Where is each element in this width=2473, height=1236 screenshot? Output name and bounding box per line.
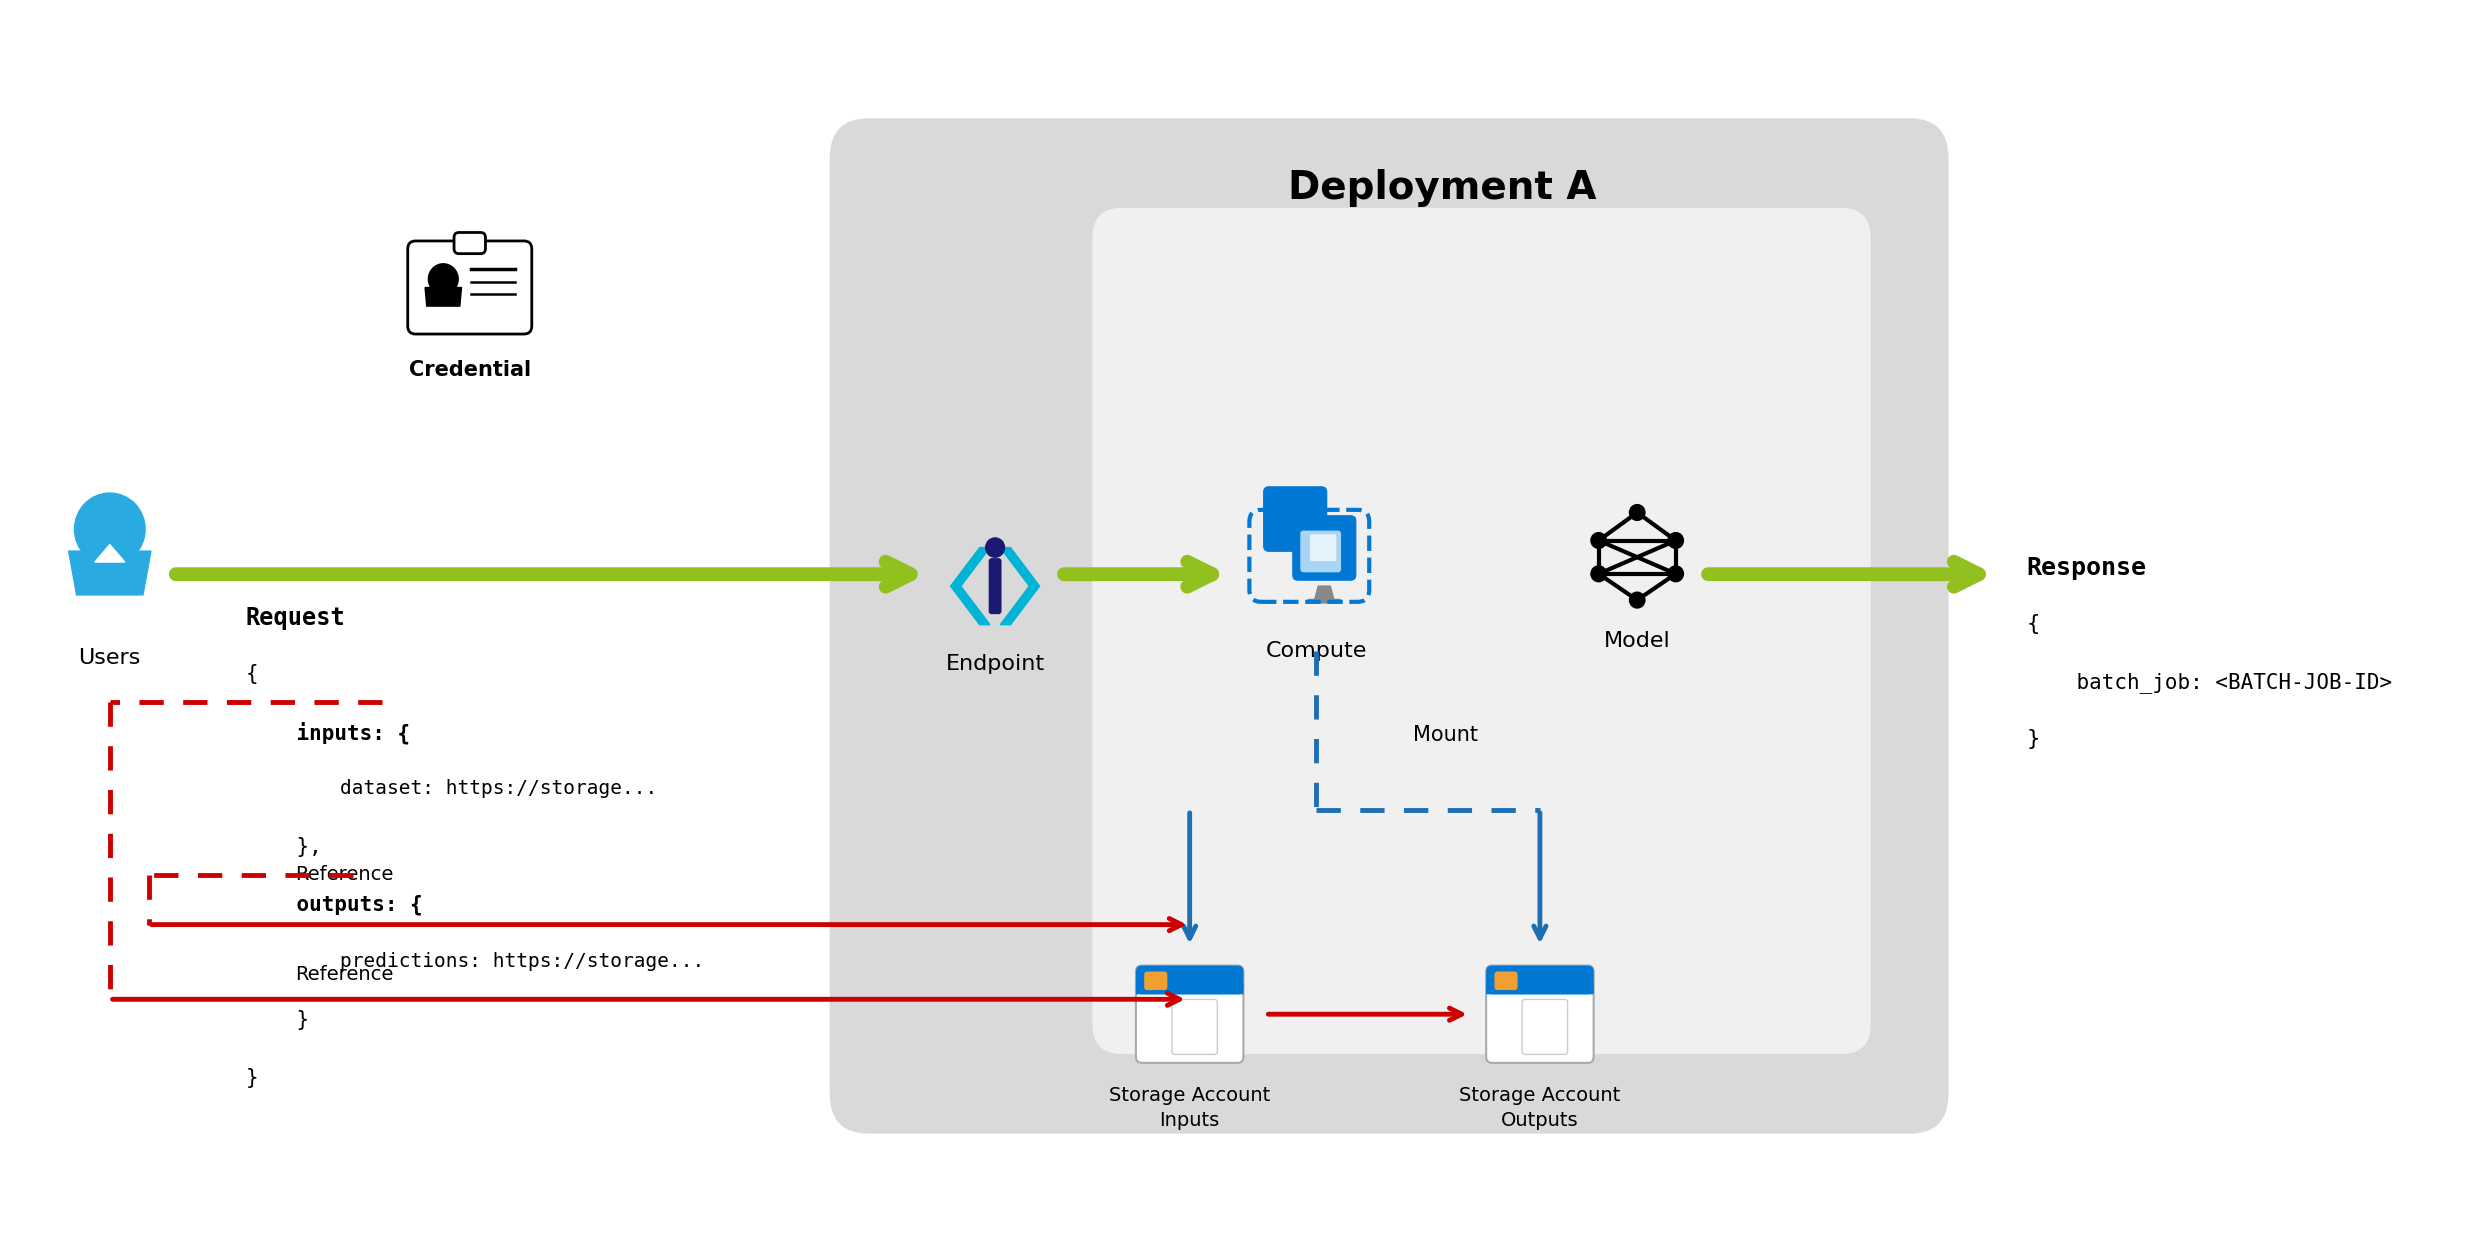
- Circle shape: [987, 538, 1004, 557]
- Text: Endpoint: Endpoint: [945, 654, 1044, 674]
- Text: {: {: [245, 664, 260, 684]
- Text: inputs: {: inputs: {: [245, 722, 411, 744]
- Text: Storage Account
Outputs: Storage Account Outputs: [1459, 1086, 1620, 1130]
- Polygon shape: [425, 288, 462, 307]
- Text: Model: Model: [1605, 630, 1672, 651]
- FancyBboxPatch shape: [1486, 965, 1593, 1063]
- Circle shape: [428, 263, 458, 294]
- FancyBboxPatch shape: [1145, 971, 1167, 990]
- Text: batch_job: <BATCH-JOB-ID>: batch_job: <BATCH-JOB-ID>: [2025, 671, 2391, 692]
- Text: }: }: [2025, 729, 2040, 749]
- FancyBboxPatch shape: [1494, 971, 1518, 990]
- Polygon shape: [1313, 586, 1335, 602]
- Polygon shape: [950, 548, 989, 624]
- FancyBboxPatch shape: [1308, 598, 1340, 603]
- Text: }: }: [245, 1010, 309, 1031]
- FancyBboxPatch shape: [1521, 1000, 1568, 1054]
- FancyBboxPatch shape: [1135, 965, 1244, 1063]
- FancyBboxPatch shape: [1486, 983, 1593, 994]
- Circle shape: [1590, 566, 1607, 582]
- Polygon shape: [999, 548, 1039, 624]
- FancyBboxPatch shape: [1093, 208, 1870, 1054]
- Text: Compute: Compute: [1266, 641, 1368, 661]
- FancyBboxPatch shape: [1301, 530, 1340, 572]
- Text: Request: Request: [245, 606, 346, 630]
- Text: Reference: Reference: [294, 965, 393, 984]
- FancyBboxPatch shape: [1172, 1000, 1217, 1054]
- Text: Mount: Mount: [1415, 726, 1479, 745]
- FancyBboxPatch shape: [1264, 486, 1328, 552]
- FancyBboxPatch shape: [989, 559, 1002, 614]
- Text: {: {: [2025, 614, 2040, 634]
- Circle shape: [1630, 592, 1645, 608]
- FancyBboxPatch shape: [1135, 983, 1244, 994]
- Circle shape: [1667, 566, 1684, 582]
- Polygon shape: [69, 551, 151, 595]
- FancyBboxPatch shape: [1311, 534, 1335, 561]
- Text: Response: Response: [2025, 556, 2147, 580]
- Polygon shape: [94, 545, 124, 562]
- FancyBboxPatch shape: [455, 232, 485, 253]
- FancyBboxPatch shape: [1486, 965, 1593, 994]
- Text: Credential: Credential: [408, 360, 532, 381]
- Text: dataset: https://storage...: dataset: https://storage...: [245, 779, 658, 798]
- FancyBboxPatch shape: [1135, 965, 1244, 994]
- Circle shape: [1590, 533, 1607, 549]
- Text: predictions: https://storage...: predictions: https://storage...: [245, 953, 705, 971]
- Text: Users: Users: [79, 648, 141, 667]
- Text: Storage Account
Inputs: Storage Account Inputs: [1108, 1086, 1271, 1130]
- Text: }: }: [245, 1068, 260, 1088]
- Text: },: },: [245, 837, 321, 857]
- FancyBboxPatch shape: [1293, 515, 1355, 581]
- Circle shape: [74, 493, 146, 565]
- Text: outputs: {: outputs: {: [245, 895, 423, 915]
- Text: Reference: Reference: [294, 865, 393, 884]
- Text: Deployment A: Deployment A: [1288, 169, 1598, 206]
- Circle shape: [1630, 504, 1645, 520]
- FancyBboxPatch shape: [831, 119, 1949, 1133]
- Circle shape: [1667, 533, 1684, 549]
- FancyBboxPatch shape: [408, 241, 532, 334]
